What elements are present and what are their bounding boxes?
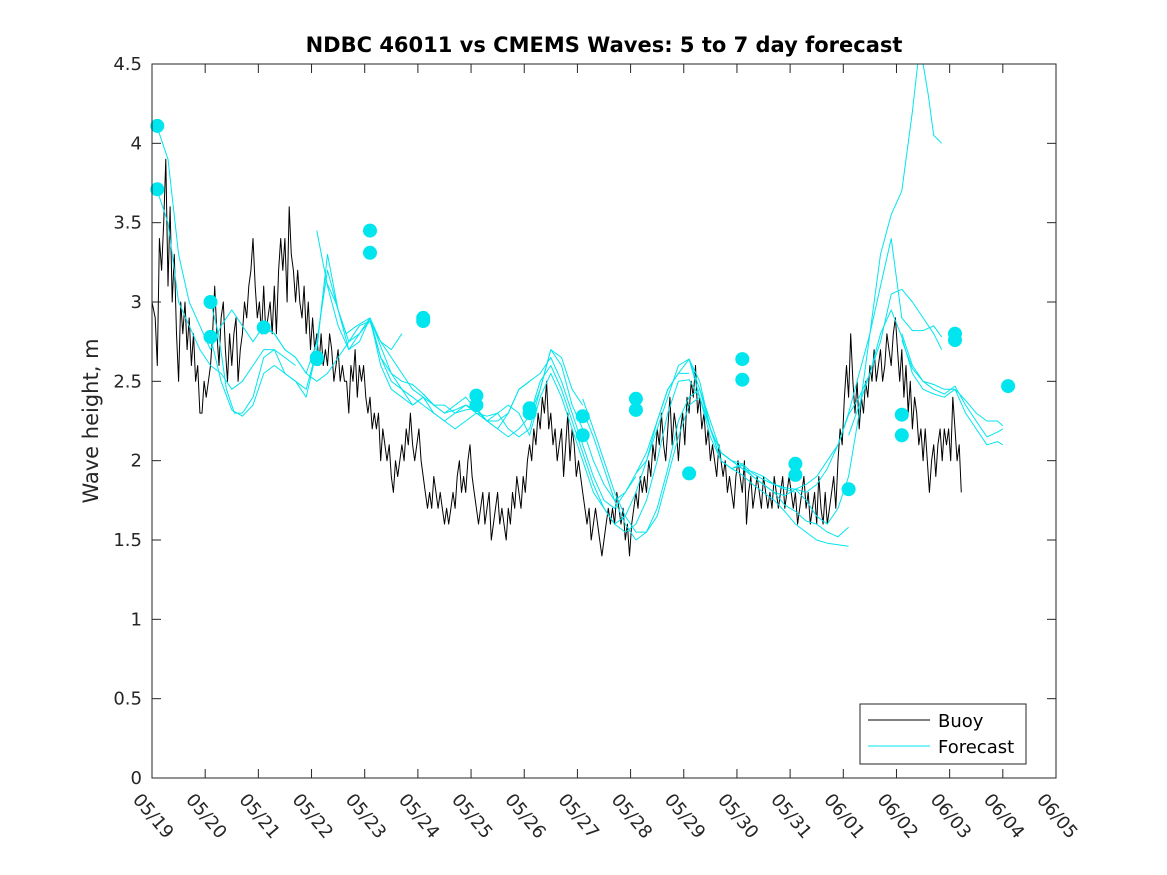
forecast-series-line-14: [688, 238, 943, 497]
forecast-start-marker-3: [203, 329, 218, 344]
legend-box: [859, 703, 1027, 765]
forecast-series-line-18: [901, 339, 1004, 438]
buoy-series-line: [152, 158, 962, 557]
y-tick-label-6: 3: [131, 292, 142, 313]
forecast-start-marker-25: [894, 407, 909, 422]
y-tick-label-4: 2: [131, 451, 142, 472]
y-axis: 0 0.5 1 1.5 2 2.5 3 3.5 4 4.5: [113, 54, 1056, 789]
forecast-start-marker-18: [628, 402, 643, 417]
forecast-series-line-16: [848, 309, 1004, 436]
forecast-start-marker-22: [788, 456, 803, 471]
forecast-series-layer: [156, 63, 1004, 547]
forecast-start-marker-17: [628, 391, 643, 406]
y-tick-label-1: 0.5: [113, 689, 142, 710]
forecast-start-marker-20: [735, 352, 750, 367]
legend-label-buoy: Buoy: [938, 711, 984, 732]
forecast-start-marker-2: [203, 295, 218, 309]
forecast-start-marker-7: [363, 223, 377, 238]
buoy-series-layer: [152, 158, 962, 557]
forecast-start-marker-4: [256, 320, 271, 335]
forecast-series-line-8: [422, 357, 690, 509]
y-axis-label: Wave height, m: [79, 338, 103, 503]
y-tick-label-5: 2.5: [113, 371, 142, 392]
plot-area: [152, 64, 1056, 778]
forecast-start-marker-29: [1001, 379, 1016, 394]
forecast-start-marker-12: [469, 398, 484, 413]
forecast-start-marker-19: [682, 466, 697, 481]
forecast-start-marker-21: [735, 372, 750, 387]
y-tick-label-2: 1: [131, 609, 142, 630]
y-tick-label-3: 1.5: [113, 530, 142, 551]
forecast-start-marker-14: [522, 406, 537, 421]
forecast-start-marker-8: [363, 245, 377, 260]
forecast-start-marker-10: [416, 314, 431, 328]
forecast-start-marker-26: [894, 428, 909, 443]
forecast-start-marker-6: [309, 352, 324, 367]
forecast-start-marker-23: [788, 467, 803, 482]
forecast-series-line-3: [210, 253, 424, 414]
forecast-series-line-4: [210, 277, 477, 430]
forecast-start-marker-24: [841, 482, 856, 497]
forecast-series-line-7: [369, 317, 637, 501]
forecast-start-marker-15: [575, 409, 590, 424]
forecast-series-line-11: [582, 388, 849, 538]
axes-frame: [151, 63, 1057, 779]
forecast-series-line-2: [156, 190, 296, 390]
marker-layer: [150, 118, 1016, 497]
y-tick-label-7: 3.5: [113, 213, 142, 234]
chart-title: NDBC 46011 vs CMEMS Waves: 5 to 7 day fo…: [306, 33, 903, 57]
forecast-start-marker-1: [150, 182, 165, 197]
y-tick-label-0: 0: [131, 768, 142, 789]
forecast-start-marker-0: [150, 118, 165, 133]
legend: Buoy Forecast: [859, 703, 1027, 765]
forecast-start-marker-16: [575, 428, 590, 443]
forecast-series-line-6: [316, 230, 584, 438]
legend-label-forecast: Forecast: [938, 737, 1014, 758]
y-tick-label-9: 4.5: [113, 54, 142, 75]
y-tick-label-8: 4: [131, 133, 142, 154]
forecast-series-line-17: [901, 333, 1004, 446]
forecast-start-marker-28: [948, 333, 962, 348]
